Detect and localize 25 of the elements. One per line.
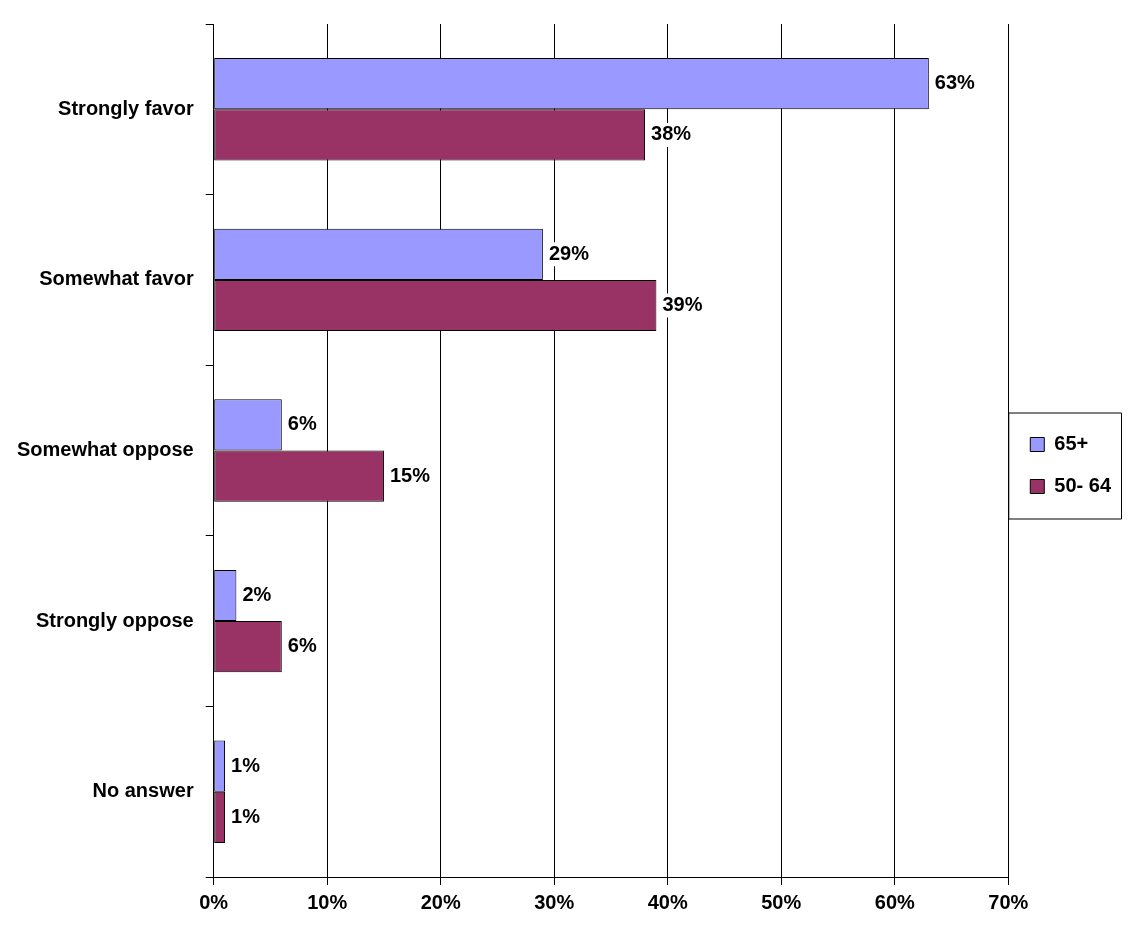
- data-label: 6%: [287, 412, 317, 435]
- data-label: 63%: [934, 71, 976, 94]
- data-label: 38%: [651, 122, 692, 145]
- data-label: 1%: [231, 804, 261, 827]
- data-label: 39%: [662, 293, 703, 316]
- x-tick-label: 40%: [647, 890, 688, 913]
- x-tick-label: 70%: [988, 890, 1029, 913]
- data-label: 1%: [231, 753, 261, 776]
- y-tick-label: Somewhat favor: [39, 267, 194, 290]
- x-tick-label: 10%: [307, 890, 348, 913]
- y-tick-label: Strongly favor: [58, 96, 194, 119]
- legend-label: 50- 64: [1054, 474, 1112, 497]
- y-tick-label: Somewhat oppose: [16, 438, 194, 461]
- x-tick-label: 30%: [534, 890, 575, 913]
- data-label: 2%: [242, 583, 272, 606]
- legend-label: 65+: [1054, 432, 1089, 455]
- data-label: 15%: [389, 463, 431, 486]
- x-tick-label: 20%: [420, 890, 461, 913]
- x-tick-label: 60%: [874, 890, 916, 913]
- y-tick-label: Strongly oppose: [35, 608, 194, 631]
- data-label: 6%: [287, 634, 317, 657]
- y-tick-label: No answer: [92, 779, 194, 802]
- x-tick-label: 0%: [199, 890, 229, 913]
- data-label: 29%: [548, 241, 590, 264]
- x-tick-label: 50%: [761, 890, 802, 913]
